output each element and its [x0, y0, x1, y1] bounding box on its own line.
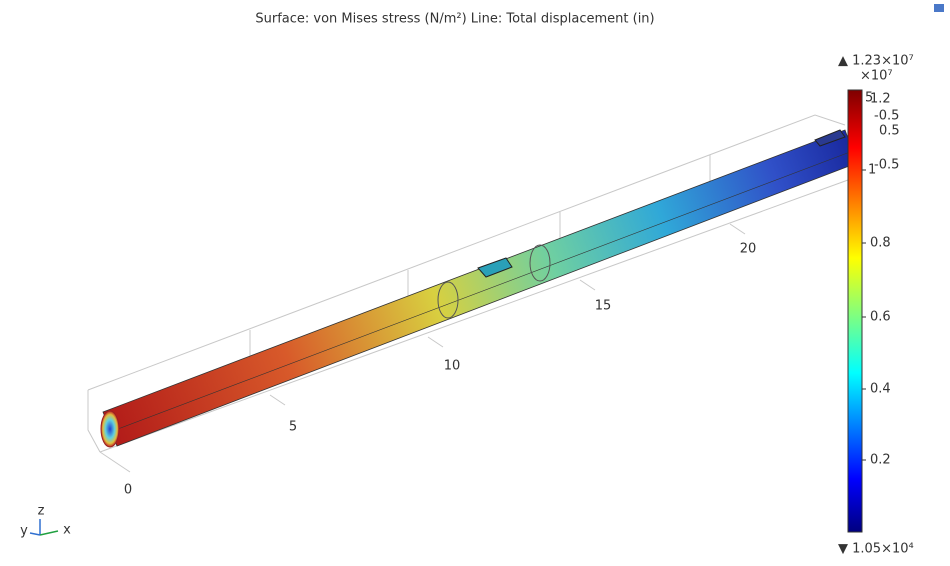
colorbar-extra-label: 5: [865, 91, 873, 106]
axis-label: 5: [289, 420, 297, 435]
colorbar-extra-label: -0.5: [874, 109, 899, 124]
colorbar-tick-label: 0.6: [870, 310, 891, 325]
pipe-surface: [103, 130, 857, 446]
colorbar-extra-label: 0.5: [879, 124, 900, 139]
colorbar-tick-label: 0.2: [870, 453, 891, 468]
axis-label: 15: [595, 299, 612, 314]
triad-label: x: [63, 523, 71, 538]
pipe-edge: [110, 152, 850, 432]
view: Surface: von Mises stress (N/m²) Line: T…: [0, 0, 950, 562]
pipe-end: [101, 411, 119, 447]
colorbar-min: ▼ 1.05×10⁴: [838, 542, 914, 557]
triad-label: y: [20, 524, 28, 539]
colorbar-tick-label: 0.4: [870, 382, 891, 397]
colorbar-extra-label: -0.5: [874, 158, 899, 173]
colorbar-multiplier: ×10⁷: [860, 69, 893, 84]
axis-label: 20: [740, 242, 757, 257]
colorbar: [848, 90, 862, 532]
colorbar-tick-label: 0.8: [870, 236, 891, 251]
triad-label: z: [38, 504, 45, 519]
window-icon[interactable]: [934, 4, 944, 12]
page: Surface: von Mises stress (N/m²) Line: T…: [0, 0, 950, 566]
triad: [30, 519, 58, 535]
axis-label: 0: [124, 483, 132, 498]
axis-label: 10: [444, 359, 461, 374]
colorbar-max: ▲ 1.23×10⁷: [838, 54, 914, 69]
plot-title: Surface: von Mises stress (N/m²) Line: T…: [255, 12, 654, 27]
